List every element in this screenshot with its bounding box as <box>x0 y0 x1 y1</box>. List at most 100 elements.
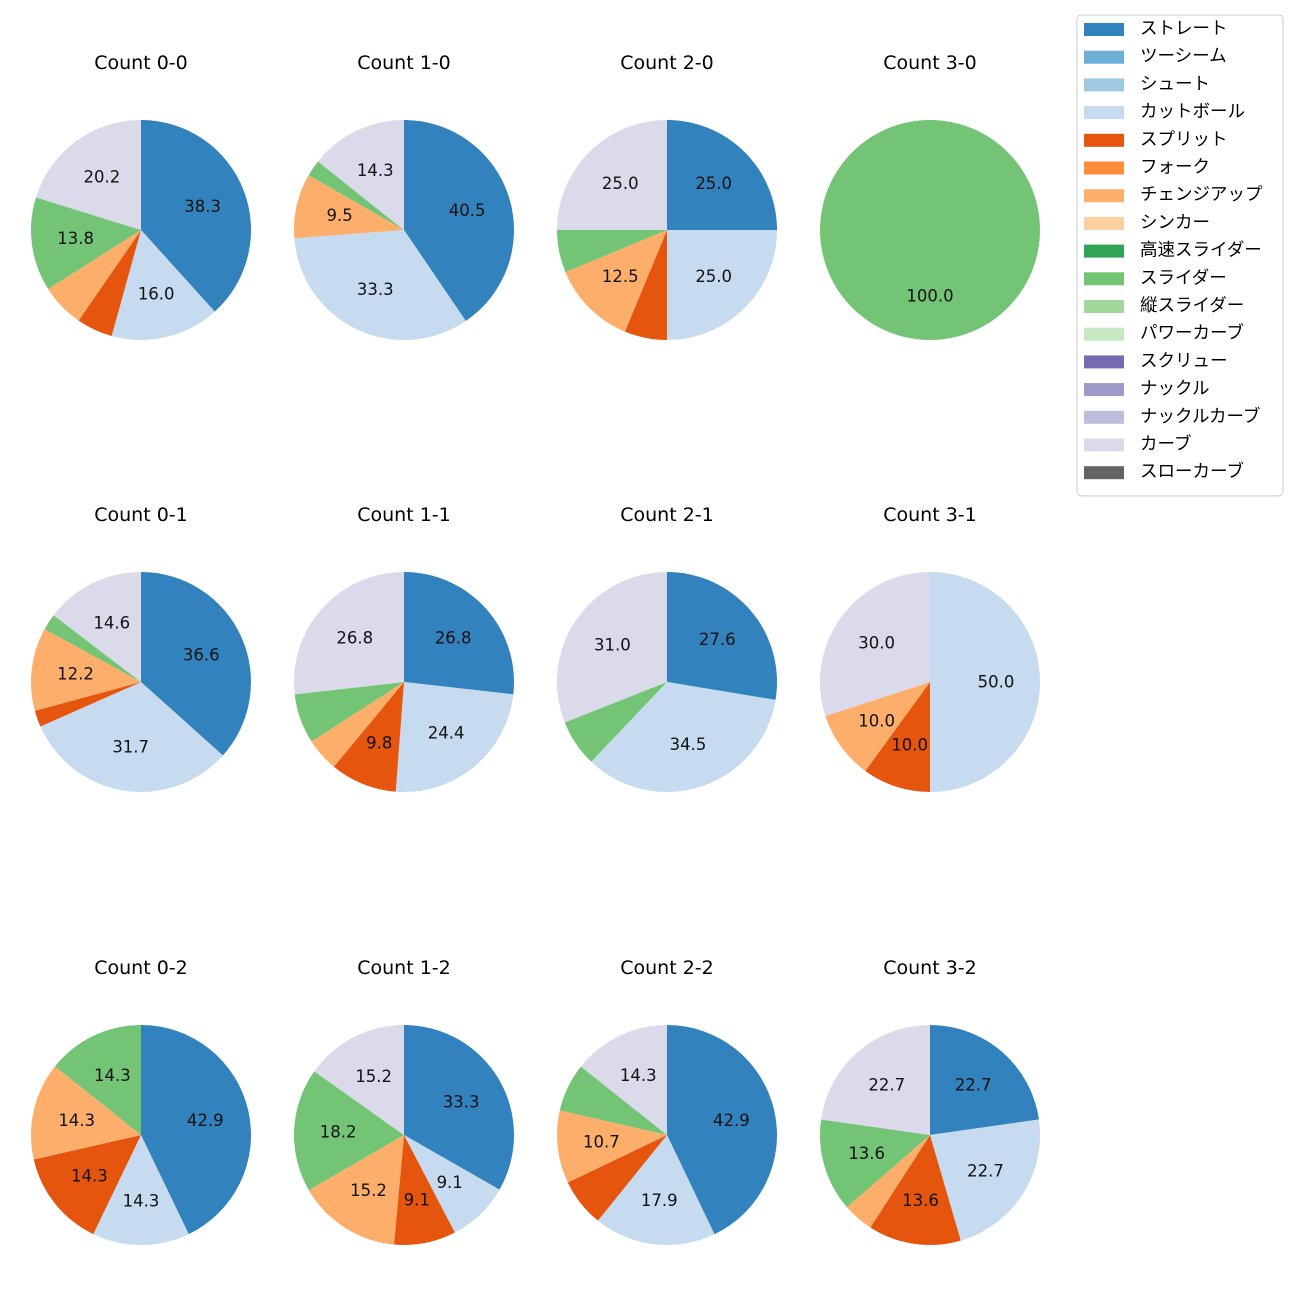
slice-label: 36.6 <box>183 646 220 665</box>
slice-label: 14.6 <box>93 613 130 632</box>
legend-swatch <box>1084 272 1124 286</box>
pie-slice <box>333 682 404 792</box>
legend-label: パワーカーブ <box>1140 323 1244 344</box>
pie-slice <box>667 120 777 230</box>
pie-9: Count 0-2 42.9 14.3 14.3 14.3 14.3 <box>31 957 252 1246</box>
legend-label: 縦スライダー <box>1140 296 1244 316</box>
pie-title: Count 1-2 <box>357 957 451 979</box>
slice-label: 13.6 <box>848 1144 885 1163</box>
pie-slice <box>930 1025 1039 1135</box>
pie-slice <box>395 682 514 793</box>
legend-item: スライダー <box>1084 268 1227 288</box>
pie-12: Count 3-2 22.7 22.7 13.6 13.6 22.7 <box>819 957 1041 1245</box>
pie-slice <box>404 1135 500 1233</box>
slice-label: 15.2 <box>350 1181 387 1200</box>
legend-item: フォーク <box>1084 158 1210 178</box>
legend-swatch <box>1084 133 1124 147</box>
legend-swatch <box>1084 78 1124 92</box>
pie-slice <box>308 161 404 230</box>
pie-slice <box>565 230 667 332</box>
pie-7: Count 2-1 27.6 34.5 31.0 <box>556 504 778 792</box>
legend-item: スローカーブ <box>1084 461 1244 482</box>
slice-label: 42.9 <box>713 1111 750 1130</box>
pie-slice <box>394 1135 455 1245</box>
slice-label: 20.2 <box>84 167 121 186</box>
slice-label: 13.8 <box>57 229 94 248</box>
legend-label: スローカーブ <box>1140 461 1244 482</box>
pie-slice <box>404 119 515 321</box>
pie-slice <box>557 120 667 230</box>
slice-label: 22.7 <box>967 1161 1004 1180</box>
legend-label: ツーシーム <box>1140 47 1227 67</box>
pie-slice <box>141 1025 252 1235</box>
pie-slice <box>564 682 667 762</box>
pie-slice <box>141 572 251 756</box>
legend-label: スライダー <box>1140 268 1227 288</box>
slice-label: 15.2 <box>355 1067 392 1086</box>
pie-title: Count 0-2 <box>94 957 188 979</box>
legend-item: 縦スライダー <box>1084 296 1244 316</box>
pie-slice <box>865 682 930 792</box>
slice-label: 9.8 <box>366 734 392 753</box>
pie-slice <box>597 1135 715 1245</box>
legend-frame <box>1076 14 1284 497</box>
pie-slice <box>557 1110 667 1183</box>
slice-label: 31.0 <box>594 635 631 654</box>
pie-slice <box>31 1066 141 1160</box>
slice-label: 10.7 <box>583 1133 620 1152</box>
legend-item: ナックルカーブ <box>1084 406 1260 427</box>
pie-slice <box>111 230 215 341</box>
legend-swatch <box>1084 383 1124 397</box>
legend-label: カットボール <box>1140 102 1245 122</box>
legend-item: ストレート <box>1084 19 1228 39</box>
pie-slice <box>294 682 404 742</box>
slice-label: 50.0 <box>978 673 1015 692</box>
slice-label: 22.7 <box>868 1076 905 1095</box>
pie-slice <box>930 572 1040 792</box>
pie-5: Count 0-1 36.6 31.7 12.2 14.6 <box>30 504 251 792</box>
slice-label: 25.0 <box>695 174 732 193</box>
legend-swatch <box>1084 410 1124 424</box>
slice-label: 26.8 <box>435 629 472 648</box>
legend-label: フォーク <box>1140 158 1210 178</box>
pie-slice <box>825 682 930 771</box>
legend-label: スプリット <box>1140 130 1228 150</box>
pie-slice <box>580 1025 667 1135</box>
pie-slice <box>317 119 404 230</box>
legend-swatch <box>1084 50 1124 64</box>
slice-label: 100.0 <box>906 287 953 306</box>
slice-label: 34.5 <box>670 735 707 754</box>
pie-slice <box>34 682 141 727</box>
legend-swatch <box>1084 161 1124 175</box>
pie-slice <box>293 1071 404 1191</box>
legend-item: ナックル <box>1084 379 1209 399</box>
pie-slice <box>624 230 667 341</box>
pie-slice <box>819 1119 930 1208</box>
pie-slice <box>821 1025 930 1135</box>
legend-label: ナックル <box>1140 379 1209 399</box>
pie-slice <box>667 571 778 700</box>
pie-slice <box>293 571 404 695</box>
pie-slice <box>308 1135 404 1245</box>
pie-slice <box>141 120 252 312</box>
pie-slice <box>44 615 141 682</box>
legend-item: パワーカーブ <box>1084 323 1244 344</box>
pie-11: Count 2-2 42.9 17.9 10.7 14.3 <box>557 957 777 1245</box>
slice-label: 38.3 <box>184 197 221 216</box>
pie-slice <box>404 1025 514 1190</box>
pie-slice <box>294 230 466 341</box>
pie-2: Count 1-0 40.5 33.3 9.5 14.3 <box>293 52 515 341</box>
pie-title: Count 0-1 <box>94 504 188 526</box>
pie-title: Count 3-2 <box>883 957 977 979</box>
legend-label: ストレート <box>1140 19 1228 39</box>
pie-title: Count 2-1 <box>620 504 714 526</box>
slice-label: 14.3 <box>123 1192 160 1211</box>
legend-swatch <box>1084 438 1124 452</box>
pie-slice <box>35 120 141 230</box>
legend-item: シュート <box>1084 74 1210 94</box>
slice-label: 14.3 <box>357 161 394 180</box>
pie-title: Count 3-0 <box>883 52 977 74</box>
pie-slice <box>93 1135 189 1246</box>
legend-label: スクリュー <box>1140 351 1228 371</box>
